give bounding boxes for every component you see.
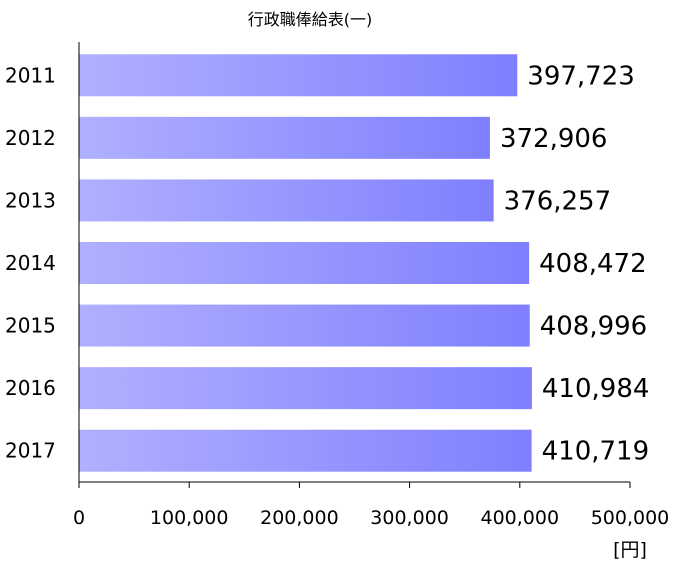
x-tick-label-200000: 200,000	[260, 507, 339, 529]
y-tick-label-2012: 2012	[5, 126, 56, 150]
value-labels-group: 397,723 372,906 376,257 408,472 408,996 410,9…	[500, 61, 649, 466]
y-tick-label-2016: 2016	[5, 376, 56, 400]
y-tick-label-2017: 2017	[5, 439, 56, 463]
bar-2013	[79, 179, 494, 222]
y-tick-label-2015: 2015	[5, 314, 56, 338]
value-label-2017: 410,719	[542, 437, 650, 467]
x-tick-label-100000: 100,000	[150, 507, 229, 529]
x-tick-label-0: 0	[73, 507, 85, 529]
bar-2014	[79, 242, 530, 284]
x-tick-label-400000: 400,000	[481, 507, 560, 529]
bar-2016	[79, 367, 532, 410]
y-tick-label-2013: 2013	[5, 188, 56, 212]
bar-2015	[79, 304, 530, 347]
chart-title: 行政職俸給表(一)	[248, 10, 373, 29]
value-label-2015: 408,996	[540, 312, 648, 342]
y-tick-label-2011: 2011	[5, 63, 56, 87]
value-label-2016: 410,984	[542, 374, 650, 404]
y-tick-labels-group: 2011 2012 2013 2014 2015 2016 2017	[5, 63, 56, 462]
x-axis: 0 100,000 200,000 300,000 400,000 500,000	[73, 42, 669, 529]
x-unit-label: [円]	[613, 539, 647, 561]
bar-2017	[79, 429, 532, 472]
value-label-2012: 372,906	[500, 124, 608, 154]
x-tick-label-500000: 500,000	[591, 507, 670, 529]
x-tick-label-300000: 300,000	[370, 507, 449, 529]
bar-2011	[79, 54, 518, 97]
value-label-2014: 408,472	[539, 249, 647, 279]
bars-group	[79, 54, 532, 472]
value-label-2013: 376,257	[504, 186, 612, 216]
value-label-2011: 397,723	[527, 61, 635, 91]
y-tick-label-2014: 2014	[5, 251, 56, 275]
bar-2012	[79, 116, 490, 159]
